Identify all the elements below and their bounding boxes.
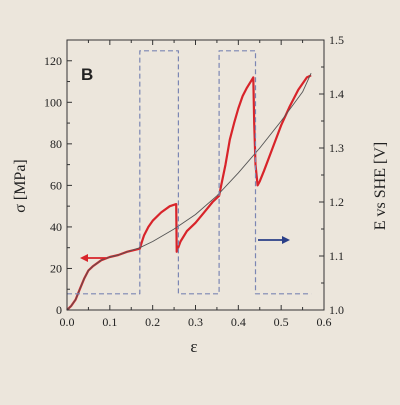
baseline-curve — [66, 73, 312, 311]
x-tick-label: 0.0 — [60, 315, 75, 329]
plot-lines — [66, 50, 312, 311]
y-left-tick-label: 40 — [50, 220, 62, 234]
x-tick-label: 0.4 — [231, 315, 246, 329]
y-left-tick-label: 60 — [50, 178, 62, 192]
y-axis-label-left: σ [MPa] — [12, 159, 29, 213]
y-right-tick-label: 1.0 — [329, 303, 344, 317]
y-right-tick-label: 1.2 — [329, 195, 344, 209]
plot-frame — [66, 39, 325, 311]
x-tick-label: 0.6 — [317, 315, 332, 329]
axes-layer — [66, 39, 325, 311]
left-arrow — [80, 254, 106, 262]
x-tick-label: 0.1 — [102, 315, 117, 329]
y-right-tick-label: 1.5 — [329, 33, 344, 47]
x-axis-label: ε — [190, 337, 197, 356]
y-right-tick-label: 1.1 — [329, 249, 344, 263]
y-left-tick-label: 100 — [44, 95, 62, 109]
left-arrow-head — [80, 254, 88, 262]
potential-curve — [67, 50, 312, 295]
y-right-tick-label: 1.3 — [329, 141, 344, 155]
y-left-tick-label: 120 — [44, 54, 62, 68]
stress-curve — [66, 74, 312, 311]
right-arrow-head — [282, 236, 290, 244]
x-tick-label: 0.5 — [274, 315, 289, 329]
panel-label: B — [81, 65, 93, 84]
y-axis-label-right: E vs SHE [V] — [372, 142, 389, 230]
y-left-tick-label: 20 — [50, 261, 62, 275]
x-tick-label: 0.2 — [145, 315, 160, 329]
right-arrow — [258, 236, 290, 244]
ticks-layer: 0.0 0.1 0.2 0.3 0.4 0.5 0.6 0 20 40 60 80 100 120 1.0 1… — [44, 33, 344, 329]
x-tick-label: 0.3 — [188, 315, 203, 329]
y-left-tick-label: 80 — [50, 137, 62, 151]
y-left-tick-label: 0 — [56, 303, 62, 317]
y-right-tick-label: 1.4 — [329, 87, 344, 101]
